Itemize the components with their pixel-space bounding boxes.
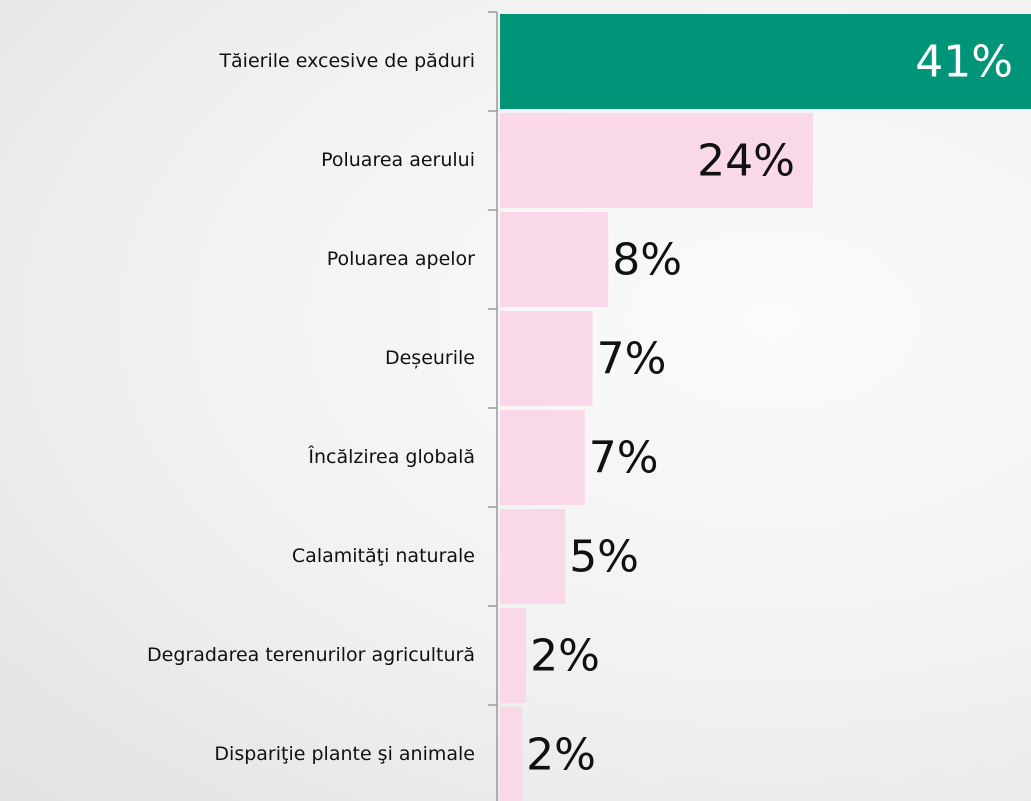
category-label: Încălzirea globală <box>307 445 475 468</box>
bar <box>500 707 523 801</box>
category-label: Tăierile excesive de păduri <box>218 50 475 72</box>
value-label: 24% <box>697 136 795 187</box>
value-label: 2% <box>526 730 596 781</box>
bar <box>500 410 585 505</box>
category-label: Degradarea terenurilor agricultură <box>147 644 475 666</box>
category-label: Dispariţie plante şi animale <box>214 743 475 765</box>
category-label: Poluarea apelor <box>327 248 475 270</box>
bar <box>500 113 813 208</box>
value-label: 2% <box>530 631 600 682</box>
bar <box>500 509 566 604</box>
category-label: Poluarea aerului <box>321 149 475 171</box>
category-label: Calamităţi naturale <box>292 545 475 567</box>
value-label: 8% <box>612 235 682 286</box>
value-label: 7% <box>597 334 667 385</box>
bar <box>500 608 527 703</box>
value-label: 5% <box>569 532 639 583</box>
bar <box>500 212 609 307</box>
value-label: 41% <box>915 37 1013 88</box>
category-label: Deșeurile <box>385 347 475 369</box>
value-label: 7% <box>589 433 659 484</box>
bar <box>500 14 1031 109</box>
bar <box>500 311 593 406</box>
